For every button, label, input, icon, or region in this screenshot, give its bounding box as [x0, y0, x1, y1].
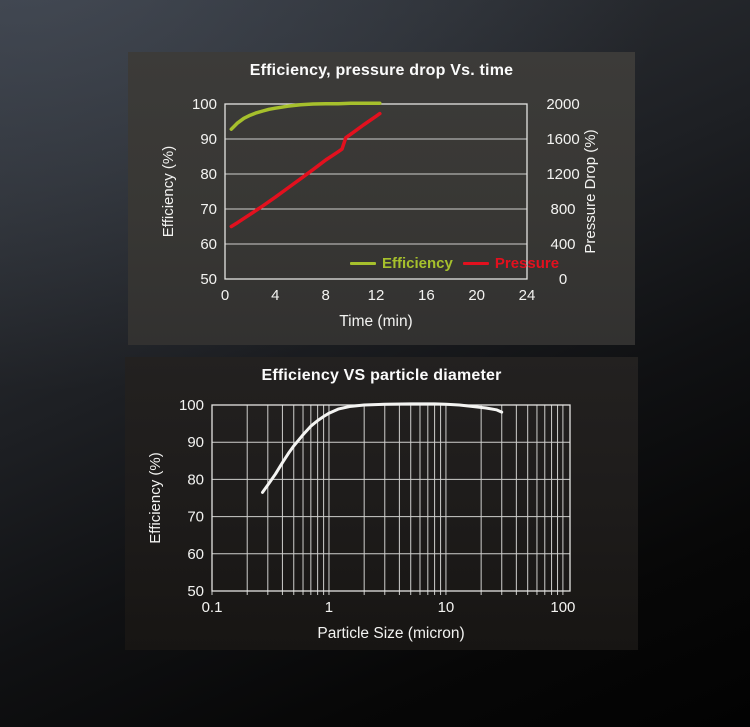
y-left-axis-label: Efficiency (%): [147, 452, 164, 543]
y-left-axis-label: Efficiency (%): [160, 146, 177, 237]
legend-item-pressure: Pressure: [462, 255, 560, 272]
x-tick-label: 24: [519, 287, 536, 304]
chart-canvas: 0.1 1 10 100 50 60 70 80 90 100 Particle Size (mic…: [147, 397, 575, 642]
y-right-tick-label: 1200: [546, 166, 579, 183]
x-tick-label: 8: [321, 287, 329, 304]
chart-legend: Efficiency Pressure: [350, 255, 559, 272]
y-right-tick-label: 1600: [546, 131, 579, 148]
y-right-tick-label: 2000: [546, 96, 579, 113]
legend-label: Pressure: [494, 255, 560, 272]
x-tick-label: 4: [271, 287, 279, 304]
y-right-tick-label: 800: [550, 201, 575, 218]
legend-swatch: [462, 262, 489, 265]
particle-chart-title: Efficiency VS particle diameter: [261, 367, 502, 384]
y-left-tick-label: 70: [200, 201, 217, 218]
series-line-efficiency: [229, 101, 382, 131]
y-left-tick-label: 50: [187, 583, 204, 600]
series-line-pressure: [229, 111, 382, 229]
legend-swatch: [350, 262, 376, 265]
y-left-tick-label: 70: [187, 509, 204, 526]
y-left-tick-label: 80: [187, 471, 204, 488]
particle-chart-panel: Efficiency VS particle diameter 0.1 1 10 10…: [125, 357, 638, 650]
y-left-tick-label: 80: [200, 166, 217, 183]
x-tick-label: 100: [550, 599, 575, 616]
x-tick-label: 12: [368, 287, 385, 304]
plot-border: [224, 103, 528, 280]
y-left-tick-label: 50: [200, 271, 217, 288]
particle-chart: 0.1 1 10 100 50 60 70 80 90 100 Particle Size (mic…: [125, 357, 638, 650]
x-tick-label: 0: [221, 287, 229, 304]
y-left-tick-label: 60: [200, 236, 217, 253]
y-left-tick-label: 90: [200, 131, 217, 148]
y-right-tick-label: 400: [550, 236, 575, 253]
x-axis-label: Particle Size (micron): [317, 625, 464, 642]
time-chart-panel: Efficiency, pressure drop Vs. time 0 4 8 12…: [128, 52, 635, 345]
time-chart: 0 4 8 12 16 20 24 50 60 70 80 90 100 0 400 800 1200 1600 2…: [128, 52, 635, 345]
x-tick-label: 16: [418, 287, 435, 304]
legend-item-efficiency: Efficiency: [350, 255, 453, 272]
x-tick-label: 20: [468, 287, 485, 304]
legend-label: Efficiency: [382, 255, 453, 272]
y-left-tick-label: 90: [187, 434, 204, 451]
x-tick-label: 1: [325, 599, 333, 616]
series-line-efficiency: [261, 402, 504, 494]
y-right-tick-label: 0: [559, 271, 567, 288]
y-right-axis-label: Pressure Drop (%): [582, 129, 599, 253]
y-left-tick-label: 100: [179, 397, 204, 414]
y-left-tick-label: 60: [187, 546, 204, 563]
chart-canvas: 0 4 8 12 16 20 24 50 60 70 80 90 100 0 400 800 1200 1600 2…: [160, 96, 599, 330]
time-chart-title: Efficiency, pressure drop Vs. time: [249, 62, 514, 79]
x-axis-label: Time (min): [339, 313, 412, 330]
x-tick-label: 10: [438, 599, 455, 616]
x-tick-label: 0.1: [202, 599, 223, 616]
y-left-tick-label: 100: [192, 96, 217, 113]
